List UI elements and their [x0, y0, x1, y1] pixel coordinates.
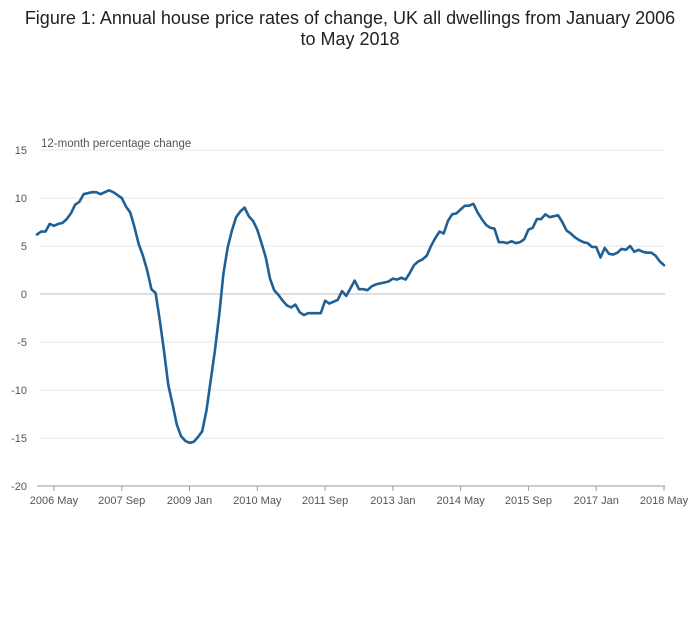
x-tick-label: 2007 Sep [98, 495, 145, 507]
series-group [35, 189, 666, 445]
y-tick-label: -10 [11, 385, 27, 397]
chart-title: Figure 1: Annual house price rates of ch… [24, 8, 676, 49]
x-tick-label: 2010 May [233, 495, 282, 507]
x-tick-label: 2017 Jan [574, 495, 619, 507]
y-tick-label: 5 [21, 241, 27, 253]
gridlines [40, 149, 665, 439]
series-line [35, 189, 666, 445]
y-tick-label: 0 [21, 289, 27, 301]
x-tick-label: 2009 Jan [167, 495, 212, 507]
y-tick-label: 15 [15, 145, 27, 157]
y-axis-tick-labels: 15 10 5 0 -5 -10 -15 -20 [11, 145, 27, 493]
x-tick-label: 2011 Sep [302, 495, 348, 507]
y-axis-label: 12-month percentage change [41, 138, 191, 150]
x-tick-label: 2014 May [436, 495, 485, 507]
y-tick-label: 10 [15, 193, 27, 205]
y-tick-label: -15 [11, 433, 27, 445]
x-tick-label: 2018 May [640, 495, 689, 507]
x-tick-label: 2015 Sep [505, 495, 552, 507]
x-tick-label: 2013 Jan [370, 495, 415, 507]
y-tick-label: -5 [17, 337, 27, 349]
y-tick-label: -20 [11, 481, 27, 493]
x-axis-tick-labels: 2006 May 2007 Sep 2009 Jan 2010 May 2011 Sep… [30, 486, 689, 507]
x-tick-label: 2006 May [30, 495, 79, 507]
